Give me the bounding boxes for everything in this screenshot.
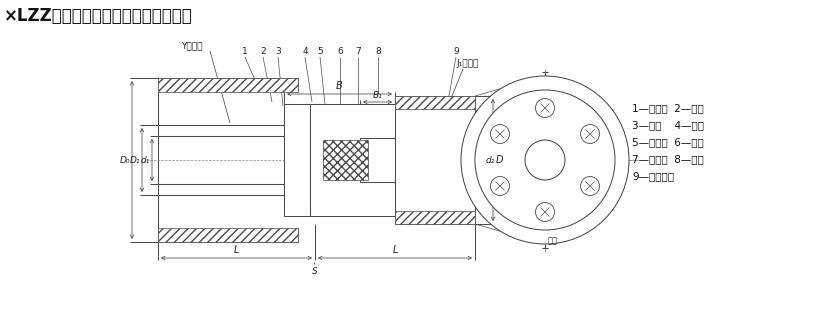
Text: 4: 4 <box>302 47 308 56</box>
Text: 3: 3 <box>275 47 281 56</box>
Bar <box>395 96 475 224</box>
Text: B: B <box>336 81 343 91</box>
Text: 6: 6 <box>337 47 343 56</box>
Text: 3—墊圈    4—外套: 3—墊圈 4—外套 <box>632 120 704 130</box>
Circle shape <box>525 140 565 180</box>
Bar <box>310 104 395 216</box>
Bar <box>323 140 368 180</box>
Text: 9—半聯軸器: 9—半聯軸器 <box>632 171 674 181</box>
Bar <box>310 116 360 204</box>
Text: 5—內挡板  6—柱销: 5—內挡板 6—柱销 <box>632 137 704 147</box>
Bar <box>395 96 475 109</box>
Text: 5: 5 <box>317 47 323 56</box>
Text: 2: 2 <box>260 47 266 56</box>
Text: 7: 7 <box>355 47 361 56</box>
Circle shape <box>580 125 599 143</box>
Text: S: S <box>312 267 318 276</box>
Bar <box>395 211 475 224</box>
Text: L: L <box>234 245 239 255</box>
Text: 1: 1 <box>242 47 248 56</box>
Circle shape <box>475 90 615 230</box>
Text: D: D <box>496 155 503 165</box>
Text: 9: 9 <box>453 47 459 56</box>
Text: D₁: D₁ <box>130 155 140 164</box>
Circle shape <box>490 177 510 196</box>
Text: 7—外挡圈  8—挡圈: 7—外挡圈 8—挡圈 <box>632 154 704 164</box>
Text: Y型軸孔: Y型軸孔 <box>181 41 203 50</box>
Text: 8: 8 <box>375 47 381 56</box>
Bar <box>284 104 310 216</box>
Text: 標志: 標志 <box>548 236 558 245</box>
Circle shape <box>535 98 554 118</box>
Text: B₁: B₁ <box>373 91 383 100</box>
Circle shape <box>490 125 510 143</box>
Bar <box>360 138 460 182</box>
Bar <box>158 228 298 242</box>
Text: d₂: d₂ <box>486 155 495 164</box>
Text: L: L <box>392 245 397 255</box>
Text: 1—制動輪  2—螺栓: 1—制動輪 2—螺栓 <box>632 103 704 113</box>
Circle shape <box>535 202 554 221</box>
Text: d₁: d₁ <box>140 155 150 164</box>
Circle shape <box>461 76 629 244</box>
Text: J₁型軸孔: J₁型軸孔 <box>456 59 479 68</box>
Text: D₀: D₀ <box>120 155 130 164</box>
Bar <box>158 78 298 92</box>
Text: ×LZZ型带制動輪彈性柱销齒式聯軸器: ×LZZ型带制動輪彈性柱销齒式聯軸器 <box>4 7 193 25</box>
Circle shape <box>580 177 599 196</box>
